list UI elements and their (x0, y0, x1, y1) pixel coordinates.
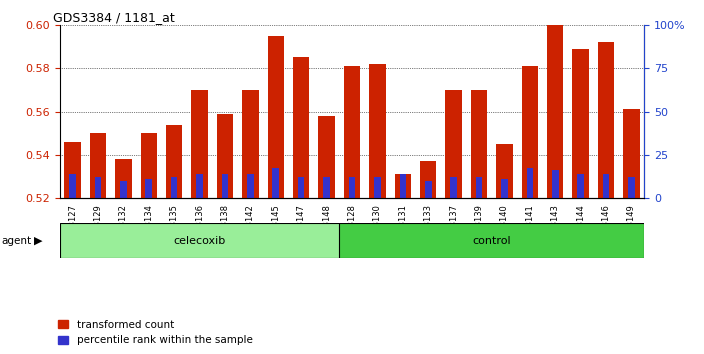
Bar (471, 90, 487, 198)
Bar (394, 175, 411, 198)
Bar (60, 223, 339, 258)
Bar (115, 159, 132, 198)
Bar (577, 175, 584, 198)
Text: control: control (472, 236, 511, 246)
Bar (222, 175, 228, 198)
Bar (242, 90, 258, 198)
Bar (552, 170, 558, 198)
Bar (146, 179, 152, 198)
Bar (496, 144, 513, 198)
Bar (120, 181, 127, 198)
Text: ▶: ▶ (34, 236, 42, 246)
Bar (527, 168, 533, 198)
Bar (323, 177, 330, 198)
Bar (64, 142, 81, 198)
Bar (141, 133, 157, 198)
Bar (547, 25, 563, 198)
Bar (171, 177, 177, 198)
Bar (94, 177, 101, 198)
Bar (603, 175, 610, 198)
Bar (217, 114, 233, 198)
Bar (522, 66, 538, 198)
Bar (348, 177, 356, 198)
Bar (69, 175, 76, 198)
Text: GDS3384 / 1181_at: GDS3384 / 1181_at (53, 11, 175, 24)
Bar (598, 42, 615, 198)
Bar (196, 175, 203, 198)
Bar (268, 36, 284, 198)
Bar (446, 90, 462, 198)
Bar (369, 64, 386, 198)
Bar (451, 177, 457, 198)
Bar (191, 90, 208, 198)
Bar (572, 48, 589, 198)
Bar (272, 168, 279, 198)
Text: agent: agent (1, 236, 32, 246)
Bar (420, 161, 436, 198)
Legend: transformed count, percentile rank within the sample: transformed count, percentile rank withi… (58, 320, 253, 345)
Bar (476, 177, 482, 198)
Bar (293, 57, 310, 198)
Bar (374, 177, 381, 198)
Bar (399, 175, 406, 198)
Bar (501, 179, 508, 198)
Bar (339, 223, 644, 258)
Bar (318, 116, 335, 198)
Bar (425, 181, 432, 198)
Bar (298, 177, 305, 198)
Bar (247, 175, 253, 198)
Bar (344, 66, 360, 198)
Bar (628, 177, 635, 198)
Bar (166, 125, 182, 198)
Bar (89, 133, 106, 198)
Text: celecoxib: celecoxib (173, 236, 226, 246)
Bar (623, 109, 640, 198)
